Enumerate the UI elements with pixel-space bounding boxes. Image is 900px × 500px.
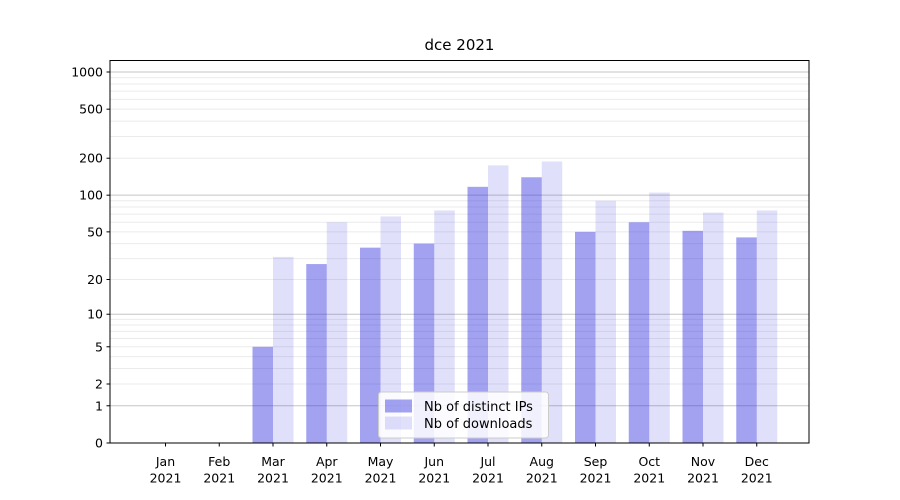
bar-may-2021-nb-of-downloads <box>380 216 401 443</box>
bar-oct-2021-nb-of-downloads <box>649 192 670 443</box>
bar-sep-2021-nb-of-distinct-ips <box>575 231 596 443</box>
x-tick-label-year-jan-2021: 2021 <box>150 471 182 486</box>
legend-swatch-nb-of-distinct-ips <box>385 399 412 413</box>
x-tick-label-year-aug-2021: 2021 <box>526 471 558 486</box>
x-tick-label-dec-2021: Dec <box>745 454 769 469</box>
x-tick-label-year-mar-2021: 2021 <box>257 471 289 486</box>
bar-jul-2021-nb-of-distinct-ips <box>467 186 488 443</box>
x-tick-label-aug-2021: Aug <box>530 454 554 469</box>
x-tick-label-year-nov-2021: 2021 <box>687 471 719 486</box>
bar-aug-2021-nb-of-downloads <box>541 161 563 443</box>
axis-ticks <box>106 71 758 447</box>
y-tick-label-200: 200 <box>79 151 103 166</box>
bar-dec-2021-nb-of-distinct-ips <box>736 237 757 443</box>
x-tick-label-year-jul-2021: 2021 <box>472 471 504 486</box>
y-tick-label-10: 10 <box>87 307 103 322</box>
bar-mar-2021-nb-of-distinct-ips <box>252 346 273 443</box>
y-tick-label-1000: 1000 <box>71 65 103 80</box>
x-tick-label-nov-2021: Nov <box>691 454 716 469</box>
legend-swatch-nb-of-downloads <box>385 416 412 430</box>
bar-jul-2021-nb-of-downloads <box>488 165 509 444</box>
bar-dec-2021-nb-of-downloads <box>756 210 778 443</box>
legend-label-nb-of-distinct-ips: Nb of distinct IPs <box>424 400 533 415</box>
bar-apr-2021-nb-of-downloads <box>326 222 348 443</box>
y-tick-label-2: 2 <box>95 377 103 392</box>
bar-oct-2021-nb-of-distinct-ips <box>628 222 650 443</box>
x-tick-label-jan-2021: Jan <box>155 454 175 469</box>
legend: Nb of distinct IPs Nb of downloads <box>378 391 549 439</box>
y-tick-label-20: 20 <box>87 272 103 287</box>
y-tick-label-1: 1 <box>95 398 103 413</box>
bar-apr-2021-nb-of-distinct-ips <box>306 264 327 443</box>
bar-nov-2021-nb-of-distinct-ips <box>682 230 703 443</box>
x-tick-label-mar-2021: Mar <box>261 454 285 469</box>
x-tick-label-sep-2021: Sep <box>584 454 608 469</box>
bars <box>252 161 778 444</box>
x-tick-label-year-jun-2021: 2021 <box>418 471 450 486</box>
chart-title: dce 2021 <box>425 36 495 54</box>
x-tick-label-may-2021: May <box>368 454 394 469</box>
plot-border <box>109 60 810 444</box>
y-tick-label-100: 100 <box>79 188 103 203</box>
legend-box <box>378 391 549 439</box>
bar-nov-2021-nb-of-downloads <box>703 212 724 443</box>
y-tick-label-500: 500 <box>79 102 103 117</box>
x-tick-label-jun-2021: Jun <box>423 454 444 469</box>
x-tick-label-jul-2021: Jul <box>479 454 495 469</box>
x-tick-label-oct-2021: Oct <box>638 454 660 469</box>
x-tick-label-apr-2021: Apr <box>316 454 338 469</box>
y-tick-label-0: 0 <box>95 436 103 451</box>
bar-sep-2021-nb-of-downloads <box>595 200 616 443</box>
bar-aug-2021-nb-of-distinct-ips <box>521 177 542 443</box>
x-tick-label-year-oct-2021: 2021 <box>633 471 665 486</box>
x-tick-label-year-sep-2021: 2021 <box>580 471 612 486</box>
x-tick-label-year-feb-2021: 2021 <box>203 471 235 486</box>
x-tick-label-year-dec-2021: 2021 <box>741 471 773 486</box>
legend-label-nb-of-downloads: Nb of downloads <box>424 417 533 432</box>
tick-labels: 0 1 2 5 10 20 50 100 200 500 1000 Jan 2021 Feb 2021 Mar… <box>71 65 772 486</box>
y-tick-label-5: 5 <box>95 339 103 354</box>
bar-may-2021-nb-of-distinct-ips <box>360 247 381 443</box>
x-tick-label-year-apr-2021: 2021 <box>311 471 343 486</box>
x-tick-label-feb-2021: Feb <box>208 454 230 469</box>
x-tick-label-year-may-2021: 2021 <box>365 471 397 486</box>
bar-mar-2021-nb-of-downloads <box>273 256 294 443</box>
minor-gridlines <box>110 77 809 385</box>
bar-jun-2021-nb-of-downloads <box>434 210 455 443</box>
y-tick-label-50: 50 <box>87 224 103 239</box>
